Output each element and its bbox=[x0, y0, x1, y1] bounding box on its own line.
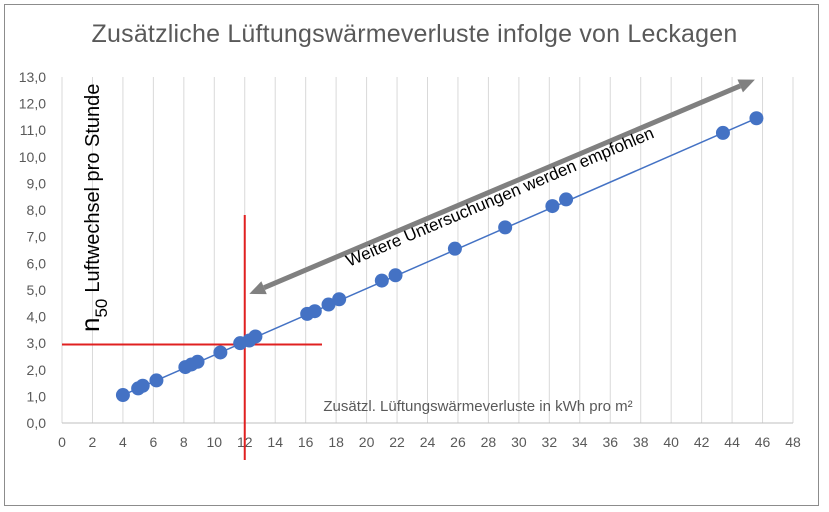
y-tick-label: 1,0 bbox=[27, 388, 47, 404]
data-point bbox=[135, 378, 150, 393]
data-point bbox=[715, 125, 730, 140]
data-point bbox=[321, 297, 336, 312]
x-tick-label: 40 bbox=[663, 434, 679, 450]
data-point bbox=[447, 241, 462, 256]
x-tick-label: 20 bbox=[359, 434, 375, 450]
chart-frame bbox=[4, 4, 819, 506]
y-tick-label: 7,0 bbox=[27, 229, 47, 245]
x-tick-label: 36 bbox=[602, 434, 618, 450]
y-tick-label: 5,0 bbox=[27, 282, 47, 298]
x-tick-label: 38 bbox=[633, 434, 649, 450]
x-tick-label: 0 bbox=[58, 434, 66, 450]
data-point bbox=[115, 388, 130, 403]
svg-text:n50Luftwechsel pro Stunde: n50 Luftwechsel pro Stunde bbox=[75, 84, 111, 332]
x-tick-label: 24 bbox=[420, 434, 436, 450]
data-point bbox=[149, 373, 164, 388]
data-point bbox=[545, 199, 560, 214]
y-tick-label: 12,0 bbox=[19, 96, 46, 112]
annotation-text: Weitere Untersuchungen werden empfohlen bbox=[343, 123, 656, 270]
y-axis-subscript: 50 bbox=[92, 299, 111, 318]
data-point bbox=[388, 268, 403, 283]
y-tick-label: 10,0 bbox=[19, 149, 46, 165]
y-tick-label: 8,0 bbox=[27, 202, 47, 218]
y-tick-label: 9,0 bbox=[27, 175, 47, 191]
x-tick-label: 6 bbox=[149, 434, 157, 450]
annotation-arrowhead-end bbox=[737, 79, 755, 93]
y-axis-label: n50 Luftwechsel pro Stunde bbox=[75, 84, 111, 332]
x-tick-label: 18 bbox=[328, 434, 344, 450]
data-point bbox=[749, 111, 764, 126]
data-point bbox=[248, 329, 263, 344]
data-point bbox=[498, 220, 513, 235]
data-point bbox=[374, 273, 389, 288]
y-tick-label: 0,0 bbox=[27, 415, 47, 431]
data-point bbox=[307, 304, 322, 319]
x-tick-label: 42 bbox=[694, 434, 710, 450]
data-point bbox=[559, 192, 574, 207]
x-tick-label: 46 bbox=[755, 434, 771, 450]
y-axis-symbol: n bbox=[75, 318, 105, 332]
y-tick-label: 11,0 bbox=[20, 122, 46, 138]
annotation-arrow-shaft bbox=[263, 83, 742, 290]
x-tick-label: 4 bbox=[119, 434, 127, 450]
x-tick-label: 14 bbox=[267, 434, 283, 450]
data-point bbox=[332, 292, 347, 307]
y-axis-text: Luftwechsel pro Stunde bbox=[82, 84, 104, 293]
x-tick-label: 48 bbox=[785, 434, 801, 450]
x-tick-label: 2 bbox=[89, 434, 97, 450]
trendline-layer bbox=[122, 117, 757, 396]
data-point bbox=[213, 345, 228, 360]
x-tick-label: 34 bbox=[572, 434, 588, 450]
annotation-arrowhead-start bbox=[249, 281, 267, 295]
x-tick-label: 44 bbox=[724, 434, 740, 450]
x-axis-label: Zusätzl. Lüftungswärmeverluste in kWh pr… bbox=[323, 398, 632, 415]
points-layer bbox=[115, 111, 764, 403]
y-tick-label: 4,0 bbox=[27, 309, 47, 325]
y-tick-label: 3,0 bbox=[27, 335, 47, 351]
x-tick-labels: 0246810121416182022242628303234363840424… bbox=[58, 434, 801, 450]
x-tick-label: 16 bbox=[298, 434, 314, 450]
y-tick-label: 2,0 bbox=[27, 362, 47, 378]
x-tick-label: 32 bbox=[542, 434, 558, 450]
y-tick-label: 6,0 bbox=[27, 255, 47, 271]
trendline bbox=[122, 117, 757, 396]
grid-layer bbox=[61, 77, 794, 424]
x-tick-label: 22 bbox=[389, 434, 405, 450]
data-point bbox=[190, 354, 205, 369]
x-tick-label: 28 bbox=[481, 434, 497, 450]
chart-title: Zusätzliche Lüftungswärmeverluste infolg… bbox=[91, 20, 738, 48]
annotation-arrow-layer bbox=[249, 79, 755, 295]
y-tick-label: 13,0 bbox=[19, 69, 46, 85]
x-tick-label: 26 bbox=[450, 434, 466, 450]
x-tick-label: 30 bbox=[511, 434, 527, 450]
x-tick-label: 10 bbox=[207, 434, 223, 450]
x-tick-label: 8 bbox=[180, 434, 188, 450]
y-tick-labels: 0,0 1,0 2,0 3,0 4,0 5,0 6,0 7,0 8,0 9,0 10,0 11,0 12… bbox=[19, 69, 46, 431]
